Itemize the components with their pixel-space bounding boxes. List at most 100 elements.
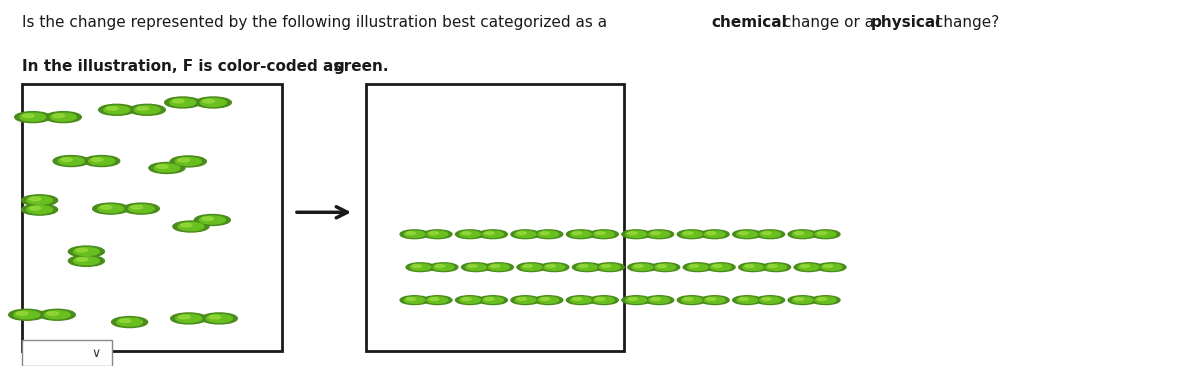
Circle shape <box>570 231 592 238</box>
Circle shape <box>134 106 161 114</box>
Text: In the illustration, F is color-coded as: In the illustration, F is color-coded as <box>22 59 347 74</box>
Circle shape <box>570 297 592 303</box>
Circle shape <box>149 163 185 173</box>
Circle shape <box>178 223 204 231</box>
Circle shape <box>206 314 233 322</box>
Circle shape <box>794 298 804 300</box>
Circle shape <box>462 298 470 300</box>
Circle shape <box>737 231 757 238</box>
Circle shape <box>119 319 131 322</box>
Circle shape <box>73 247 100 255</box>
Circle shape <box>521 264 541 270</box>
Circle shape <box>768 265 778 268</box>
Circle shape <box>17 311 28 315</box>
Circle shape <box>701 296 730 305</box>
Circle shape <box>430 263 458 272</box>
Circle shape <box>817 232 827 235</box>
Circle shape <box>690 265 698 268</box>
Circle shape <box>595 298 605 300</box>
Circle shape <box>644 230 673 239</box>
Circle shape <box>540 232 550 235</box>
Circle shape <box>540 298 550 300</box>
Circle shape <box>40 309 76 320</box>
Circle shape <box>179 315 190 319</box>
Circle shape <box>572 232 582 235</box>
Circle shape <box>517 232 527 235</box>
Circle shape <box>534 230 563 239</box>
Circle shape <box>811 296 840 305</box>
Circle shape <box>407 232 415 235</box>
Circle shape <box>800 265 810 268</box>
Circle shape <box>181 223 192 227</box>
Circle shape <box>733 230 762 239</box>
Circle shape <box>632 264 653 270</box>
Circle shape <box>649 231 670 238</box>
Circle shape <box>22 195 58 206</box>
Circle shape <box>815 297 836 303</box>
Circle shape <box>202 313 238 324</box>
Circle shape <box>107 107 118 110</box>
Circle shape <box>655 264 676 270</box>
Text: ∨: ∨ <box>91 347 101 360</box>
Circle shape <box>707 298 715 300</box>
Circle shape <box>196 97 232 108</box>
Circle shape <box>53 156 89 167</box>
Circle shape <box>760 231 780 238</box>
Circle shape <box>652 232 660 235</box>
Circle shape <box>544 264 565 270</box>
Circle shape <box>170 313 206 324</box>
Circle shape <box>649 297 670 303</box>
Text: change?: change? <box>930 15 1000 30</box>
Circle shape <box>407 298 415 300</box>
Text: chemical: chemical <box>712 15 787 30</box>
Circle shape <box>462 263 491 272</box>
Circle shape <box>710 264 731 270</box>
Circle shape <box>61 158 72 161</box>
FancyBboxPatch shape <box>366 84 624 351</box>
Circle shape <box>788 230 817 239</box>
Circle shape <box>89 157 115 165</box>
Circle shape <box>701 230 730 239</box>
Circle shape <box>173 99 184 103</box>
Circle shape <box>482 231 503 238</box>
Circle shape <box>572 263 601 272</box>
Circle shape <box>566 230 595 239</box>
Circle shape <box>491 265 500 268</box>
Circle shape <box>743 264 763 270</box>
Circle shape <box>460 231 480 238</box>
Circle shape <box>202 217 214 220</box>
Circle shape <box>739 232 748 235</box>
Circle shape <box>164 97 200 108</box>
Text: Is the change represented by the following illustration best categorized as a: Is the change represented by the followi… <box>22 15 612 30</box>
Circle shape <box>436 265 444 268</box>
Circle shape <box>456 296 485 305</box>
Circle shape <box>600 264 620 270</box>
Circle shape <box>739 263 768 272</box>
Circle shape <box>622 296 650 305</box>
Circle shape <box>739 298 748 300</box>
Circle shape <box>756 296 785 305</box>
Text: change or a: change or a <box>778 15 878 30</box>
Circle shape <box>175 157 202 165</box>
Circle shape <box>404 297 425 303</box>
Circle shape <box>644 296 673 305</box>
Circle shape <box>817 298 827 300</box>
Circle shape <box>788 296 817 305</box>
Circle shape <box>430 232 438 235</box>
Circle shape <box>517 298 527 300</box>
Circle shape <box>707 232 715 235</box>
FancyBboxPatch shape <box>22 340 112 366</box>
Circle shape <box>634 265 643 268</box>
Circle shape <box>53 114 65 117</box>
Circle shape <box>713 265 721 268</box>
Circle shape <box>688 264 708 270</box>
Circle shape <box>546 265 556 268</box>
Circle shape <box>427 231 448 238</box>
Circle shape <box>400 230 428 239</box>
Circle shape <box>154 164 180 172</box>
Circle shape <box>650 263 679 272</box>
Circle shape <box>817 263 846 272</box>
Circle shape <box>760 297 780 303</box>
Circle shape <box>98 104 134 115</box>
Circle shape <box>26 206 53 214</box>
